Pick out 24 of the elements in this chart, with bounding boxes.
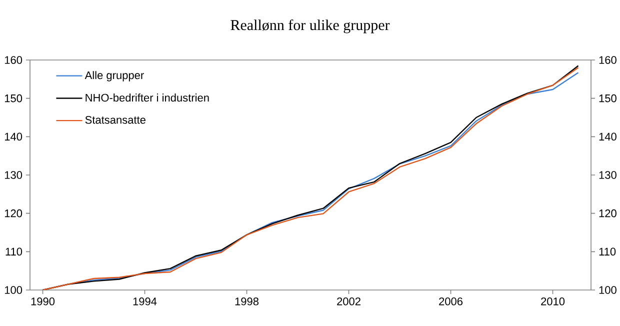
y-tick-label: 110	[6, 248, 22, 256]
x-tick-label: 1994	[133, 298, 157, 306]
x-tick-label: 2002	[337, 298, 360, 306]
y-tick-label: 100	[4, 286, 22, 294]
x-tick-label: 1990	[31, 298, 55, 306]
y2-tick-label: 160	[599, 56, 616, 64]
y2-tick-label: 100	[599, 286, 616, 294]
y-tick-label: 130	[4, 171, 22, 179]
y2-tick-label: 120	[599, 209, 616, 218]
y-tick-label: 150	[4, 94, 22, 102]
y-tick-label: 120	[4, 209, 22, 218]
y-tick-label: 140	[4, 132, 22, 141]
legend-label: Alle grupper	[84, 71, 144, 82]
y-tick-label: 160	[4, 56, 22, 64]
legend-label: Statsansatte	[85, 116, 146, 124]
x-tick-label: 2006	[439, 298, 463, 306]
y2-tick-label: 110	[599, 248, 616, 256]
x-tick-label: 2010	[541, 298, 565, 306]
y2-tick-label: 140	[599, 132, 616, 141]
x-tick-label: 1998	[235, 298, 259, 306]
y2-tick-label: 130	[599, 171, 616, 179]
y2-tick-label: 150	[599, 94, 616, 102]
chart-title: Reallønn for ulike grupper	[230, 19, 390, 34]
legend-label: NHO-bedrifter i industrien	[86, 94, 209, 102]
